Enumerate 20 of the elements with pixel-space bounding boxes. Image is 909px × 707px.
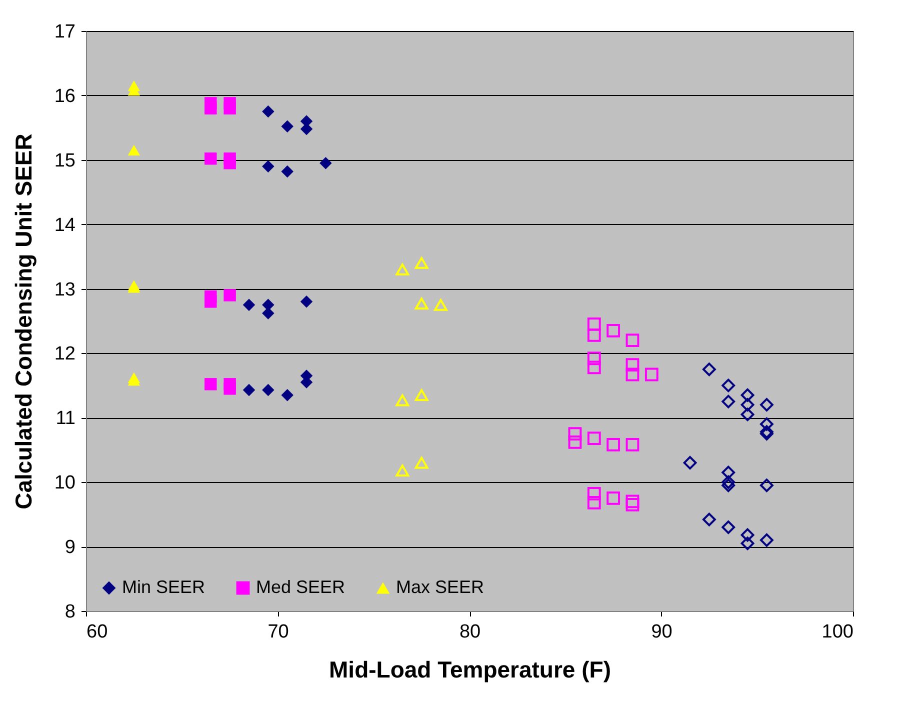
y-tick-label: 10 (54, 472, 76, 494)
y-tick-label: 16 (54, 86, 76, 107)
y-tick-label: 15 (54, 150, 76, 172)
x-tick-label: 60 (86, 622, 108, 642)
x-tick-label: 70 (268, 622, 289, 642)
legend-label: Max SEER (396, 577, 484, 597)
y-tick-label: 8 (64, 602, 76, 622)
y-tick-label: 9 (64, 537, 76, 558)
y-axis-title: Calculated Condensing Unit SEER (10, 133, 36, 510)
x-tick-label: 90 (651, 622, 672, 642)
legend-label: Min SEER (122, 577, 206, 597)
y-tick-label: 17 (54, 22, 76, 42)
x-tick-label: 100 (822, 622, 854, 642)
y-tick-label: 12 (54, 344, 76, 365)
y-tick-label: 11 (56, 408, 76, 430)
y-tick-label: 13 (54, 279, 76, 300)
legend-label: Med SEER (256, 577, 346, 597)
x-tick-label: 80 (459, 622, 481, 642)
x-axis-title: Mid-Load Temperature (F) (329, 656, 611, 682)
y-tick-label: 14 (54, 214, 76, 236)
